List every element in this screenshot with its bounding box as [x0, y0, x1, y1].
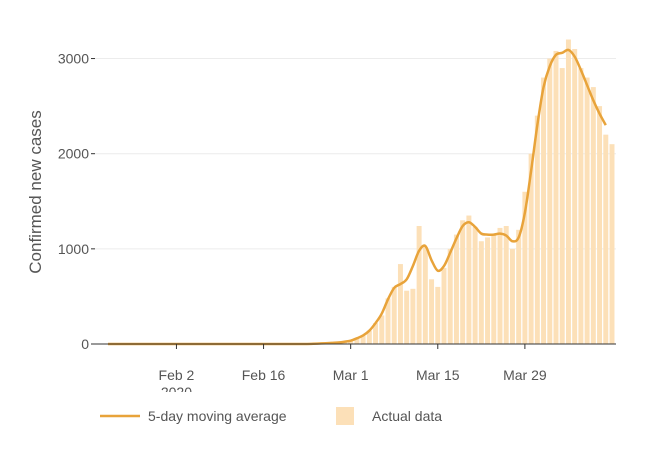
bar	[404, 290, 410, 344]
bar	[441, 267, 447, 344]
bar	[478, 241, 484, 344]
bar	[453, 234, 459, 344]
bar	[435, 286, 441, 344]
bar	[603, 134, 609, 344]
bar	[416, 226, 422, 344]
bar	[528, 153, 534, 344]
bar	[410, 288, 416, 344]
y-tick-label: 3000	[58, 51, 89, 67]
bar	[522, 191, 528, 344]
bar	[559, 68, 565, 344]
bar	[485, 237, 491, 344]
bar	[472, 226, 478, 344]
y-tick-label: 0	[81, 336, 89, 352]
y-tick-label: 1000	[58, 241, 89, 257]
bar	[516, 229, 522, 344]
bar-layer	[310, 39, 615, 345]
bar	[360, 335, 366, 344]
bar	[547, 58, 553, 344]
bar	[590, 87, 596, 344]
bar	[597, 106, 603, 344]
x-tick-label: Mar 29	[503, 367, 547, 383]
x-tick-label: Mar 1	[333, 367, 369, 383]
legend-bar-swatch	[336, 407, 354, 425]
bar	[429, 279, 435, 344]
bar	[391, 286, 397, 344]
bar	[572, 49, 578, 344]
bar	[584, 77, 590, 345]
bar	[553, 50, 559, 344]
x-tick-label: Feb 2	[159, 367, 195, 383]
legend-layer: 5-day moving average Actual data	[100, 407, 442, 425]
bar	[366, 330, 372, 344]
y-tick-label: 2000	[58, 146, 89, 162]
bar	[348, 341, 354, 344]
bar	[497, 227, 503, 344]
bar	[460, 220, 466, 344]
x-tick-label: Feb 16	[242, 367, 286, 383]
legend-label-actual-data: Actual data	[372, 408, 442, 424]
axis-crop-band	[0, 392, 668, 404]
bar	[466, 215, 472, 344]
bar	[397, 264, 403, 344]
bar	[609, 144, 615, 344]
y-axis-title: Confirmed new cases	[26, 110, 45, 273]
bar	[578, 68, 584, 344]
x-tick-label: Mar 15	[416, 367, 460, 383]
legend-label-moving-average: 5-day moving average	[148, 408, 287, 424]
bar	[447, 248, 453, 344]
bar	[354, 338, 360, 344]
bar	[491, 234, 497, 344]
bar	[373, 323, 379, 344]
bar	[422, 246, 428, 344]
bar	[541, 77, 547, 345]
bar	[565, 39, 571, 345]
bar	[379, 315, 385, 344]
bar	[385, 298, 391, 344]
bar	[534, 115, 540, 345]
bar	[509, 248, 515, 344]
bar	[503, 226, 509, 344]
